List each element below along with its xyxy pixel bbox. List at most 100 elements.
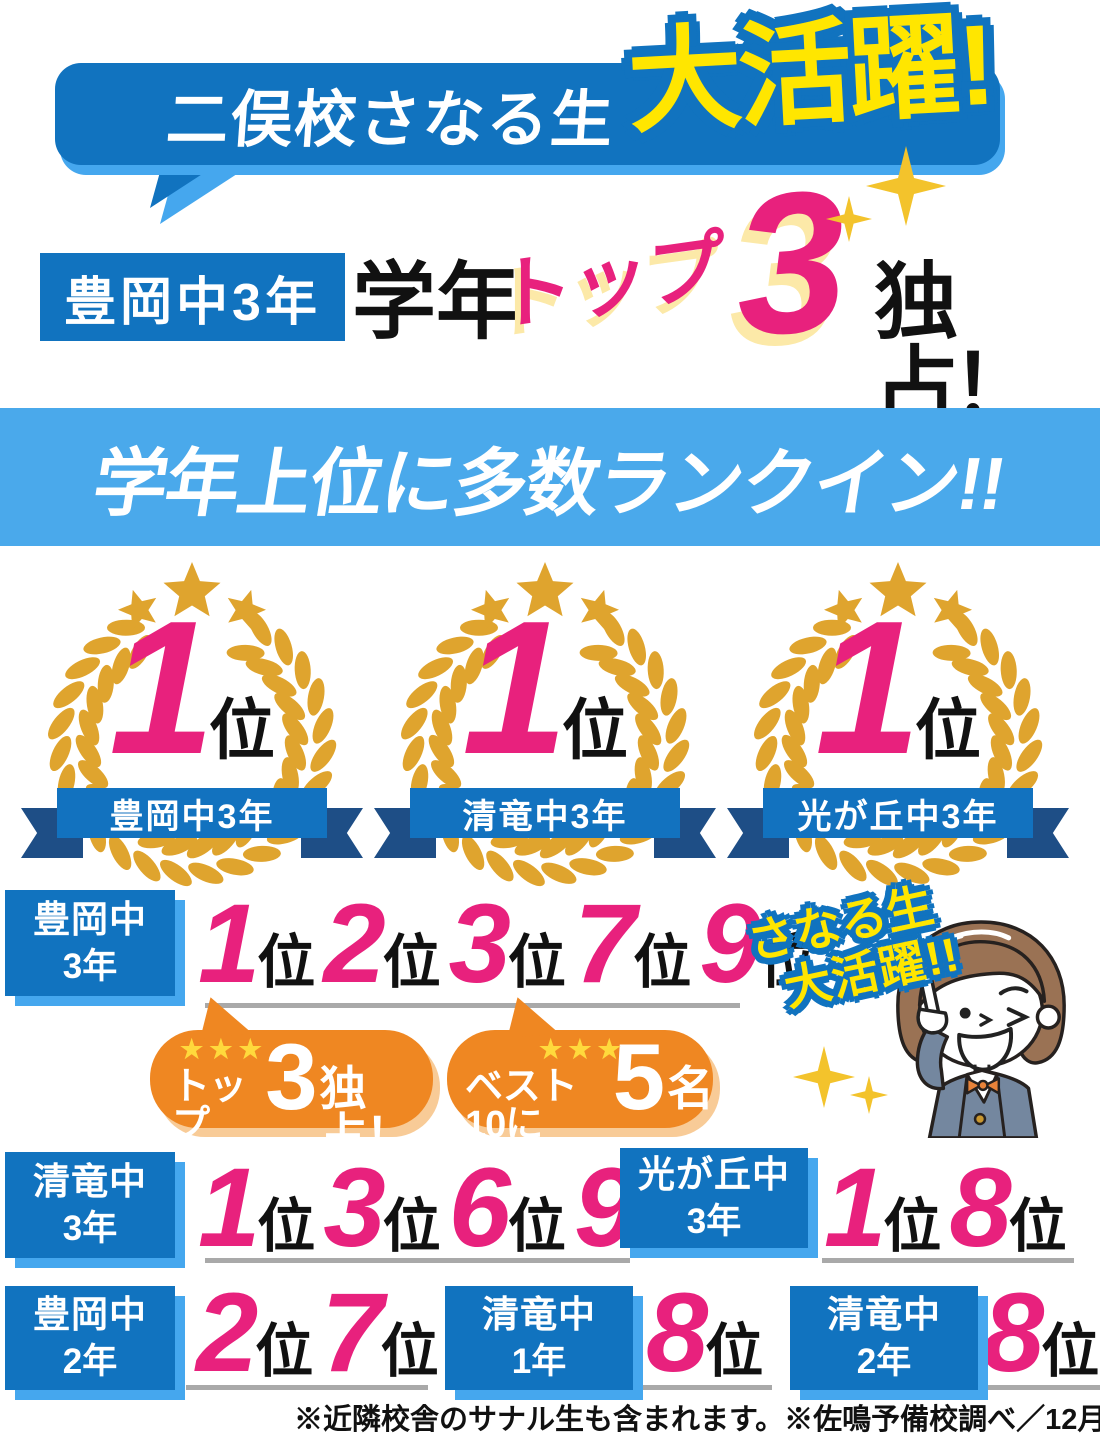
rank-number: 8	[949, 1145, 1011, 1270]
stars-icon: ★★★	[180, 1034, 268, 1064]
badge-rank-unit: 位	[561, 693, 628, 767]
stars-icon: ★★★	[539, 1034, 627, 1064]
school-label-box: 豊岡中 2年	[5, 1286, 175, 1390]
rank-unit: 位	[633, 930, 692, 995]
laurel-wreath-icon	[401, 562, 690, 887]
divider-line	[186, 1385, 428, 1390]
rank-item: 8位	[646, 1277, 771, 1389]
rank-number: 7	[573, 881, 636, 1006]
school-label-box: 清竜中 3年	[5, 1152, 175, 1258]
callout-pre: トップ	[172, 1066, 247, 1146]
badge-rank-number: 1	[815, 582, 921, 794]
rank-unit: 位	[507, 930, 566, 995]
rank-item: 2位	[323, 888, 448, 1000]
divider-line	[205, 1003, 740, 1008]
rank-unit: 位	[758, 930, 817, 995]
school-name: 清竜中	[827, 1294, 941, 1336]
rank-number: 1	[198, 881, 260, 1006]
rank-item: 7位	[321, 1277, 446, 1389]
school-grade: 1年	[511, 1342, 567, 1382]
subheader-big-number: 3	[727, 148, 854, 379]
rank-number: 8	[646, 1270, 708, 1395]
rank-number: 6	[448, 1145, 511, 1270]
rank-item: 3位	[449, 888, 574, 1000]
school-label-box: 清竜中 1年	[445, 1286, 633, 1390]
badge-rank-unit: 位	[208, 693, 275, 767]
school-name: 清竜中	[482, 1294, 596, 1336]
rank-unit: 位	[257, 930, 316, 995]
rank-number: 1	[824, 1145, 886, 1270]
rank-item: 8位	[949, 1152, 1074, 1264]
rank-number: 2	[323, 881, 385, 1006]
subheader-suffix: 独占！	[874, 255, 1036, 433]
badge-school-ribbon: 清竜中3年	[410, 788, 680, 838]
callout-number: 3	[265, 1024, 318, 1129]
callout-tail	[503, 993, 559, 1038]
rank-unit: 位	[507, 1194, 566, 1259]
rank-unit: 位	[1041, 1319, 1100, 1384]
rank-unit: 位	[883, 1194, 942, 1259]
school-name: 光が丘中	[638, 1154, 790, 1196]
rank-list: 8位	[646, 1277, 771, 1389]
rank-unit: 位	[380, 1319, 439, 1384]
divider-line	[822, 1258, 1074, 1263]
badge-school-ribbon: 光が丘中3年	[763, 788, 1033, 838]
badge-rank-unit: 位	[914, 693, 981, 767]
rank-number: 2	[196, 1270, 258, 1395]
rank-item: 6位	[449, 1152, 574, 1264]
callout-number: 5	[612, 1024, 665, 1129]
rank-unit: 位	[255, 1319, 314, 1384]
rank-list: 2位 7位	[196, 1277, 447, 1389]
callout-pre: ベスト10に	[465, 1066, 578, 1146]
rank-item: 8位	[982, 1277, 1100, 1389]
sparkle-icon	[793, 1046, 855, 1108]
callout-post: 名	[667, 1062, 714, 1115]
rank-item: 7位	[574, 888, 699, 1000]
student-mascot-illustration	[896, 920, 1066, 1138]
badge-rank-number: 1	[109, 582, 215, 794]
footnote-text: ※近隣校舎のサナル生も含まれます。※佐鳴予備校調べ／12月18日判明分	[294, 1404, 1100, 1436]
rank-number: 3	[323, 1145, 385, 1270]
rank-number: 1	[198, 1145, 260, 1270]
badge-school-ribbon: 豊岡中3年	[57, 788, 327, 838]
rank-unit: 位	[705, 1319, 764, 1384]
rank-item: 3位	[323, 1152, 448, 1264]
rank-list: 1位 8位	[824, 1152, 1075, 1264]
rank-unit: 位	[1008, 1194, 1067, 1259]
school-grade: 2年	[62, 1342, 118, 1382]
badge-rank: 1位	[380, 593, 710, 783]
rank-in-banner: 学年上位に多数ランクイン!!	[0, 408, 1100, 546]
badge-rank-number: 1	[462, 582, 568, 794]
rank-unit: 位	[382, 930, 441, 995]
school-name: 豊岡中	[33, 1294, 147, 1336]
first-place-badge: 1位 光が丘中3年	[727, 556, 1069, 896]
banner-text: 学年上位に多数ランクイン!!	[87, 441, 1011, 525]
subheader-school-label: 豊岡中3年	[40, 253, 345, 341]
divider-line	[205, 1258, 630, 1263]
rank-item: 1位	[824, 1152, 949, 1264]
rank-item: 2位	[196, 1277, 321, 1389]
rank-item: 1位	[198, 888, 323, 1000]
rank-list: 1位 2位 3位 7位 9位	[198, 888, 825, 1000]
divider-line	[974, 1385, 1100, 1390]
rank-item: 1位	[198, 1152, 323, 1264]
rank-list: 8位	[982, 1277, 1100, 1389]
rank-number: 9	[699, 881, 761, 1006]
rank-unit: 位	[257, 1194, 316, 1259]
school-grade: 3年	[62, 947, 118, 987]
school-grade: 2年	[856, 1342, 912, 1382]
school-grade: 3年	[62, 1209, 118, 1249]
callout-bubble: ★★★ トップ 3 独占！	[150, 1024, 433, 1159]
school-label-box: 光が丘中 3年	[620, 1148, 808, 1248]
rank-unit: 位	[382, 1194, 441, 1259]
school-label-box: 豊岡中 3年	[5, 890, 175, 996]
rank-number: 7	[321, 1270, 383, 1395]
rank-number: 8	[982, 1270, 1044, 1395]
school-grade: 3年	[686, 1202, 742, 1242]
header-speech-bubble: 二俣校さなる生	[55, 63, 1000, 165]
header-accent-text: 大活躍!	[624, 1, 996, 148]
header-school-tag: 二俣校さなる生	[164, 86, 617, 155]
rank-number: 3	[448, 881, 511, 1006]
callout-post: 独占！	[319, 1062, 413, 1162]
